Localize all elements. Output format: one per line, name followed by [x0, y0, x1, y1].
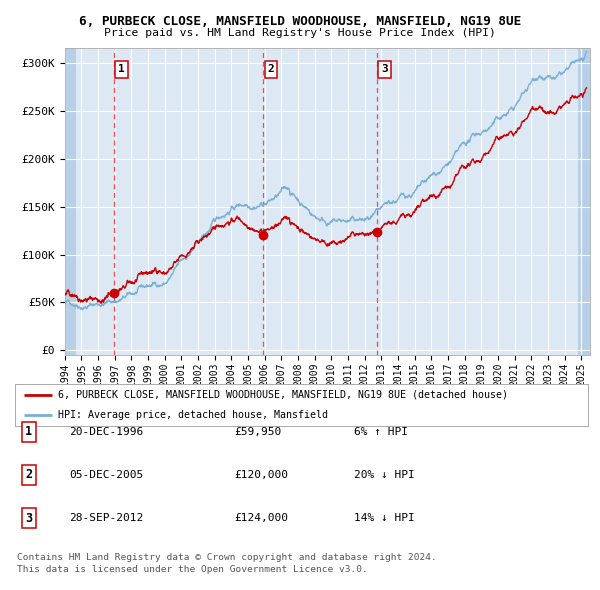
- Text: 20-DEC-1996: 20-DEC-1996: [69, 427, 143, 437]
- Text: £59,950: £59,950: [234, 427, 281, 437]
- Text: £124,000: £124,000: [234, 513, 288, 523]
- Text: Contains HM Land Registry data © Crown copyright and database right 2024.: Contains HM Land Registry data © Crown c…: [17, 553, 437, 562]
- Text: 2: 2: [25, 468, 32, 481]
- Text: 20% ↓ HPI: 20% ↓ HPI: [354, 470, 415, 480]
- Text: This data is licensed under the Open Government Licence v3.0.: This data is licensed under the Open Gov…: [17, 565, 368, 573]
- Text: HPI: Average price, detached house, Mansfield: HPI: Average price, detached house, Mans…: [58, 409, 328, 419]
- Text: 05-DEC-2005: 05-DEC-2005: [69, 470, 143, 480]
- Text: £120,000: £120,000: [234, 470, 288, 480]
- Text: 28-SEP-2012: 28-SEP-2012: [69, 513, 143, 523]
- Text: 2: 2: [268, 64, 274, 74]
- Bar: [65, 48, 76, 355]
- Text: 6% ↑ HPI: 6% ↑ HPI: [354, 427, 408, 437]
- Text: 3: 3: [382, 64, 388, 74]
- Text: 6, PURBECK CLOSE, MANSFIELD WOODHOUSE, MANSFIELD, NG19 8UE (detached house): 6, PURBECK CLOSE, MANSFIELD WOODHOUSE, M…: [58, 390, 508, 400]
- Text: 1: 1: [25, 425, 32, 438]
- Text: 6, PURBECK CLOSE, MANSFIELD WOODHOUSE, MANSFIELD, NG19 8UE: 6, PURBECK CLOSE, MANSFIELD WOODHOUSE, M…: [79, 15, 521, 28]
- Bar: [578, 48, 590, 355]
- Text: 14% ↓ HPI: 14% ↓ HPI: [354, 513, 415, 523]
- Text: Price paid vs. HM Land Registry's House Price Index (HPI): Price paid vs. HM Land Registry's House …: [104, 28, 496, 38]
- Text: 3: 3: [25, 512, 32, 525]
- Text: 1: 1: [118, 64, 125, 74]
